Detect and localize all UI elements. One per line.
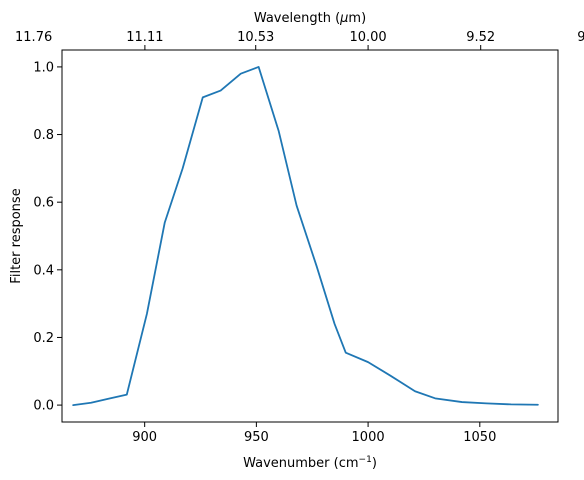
plot-area: 900 950 1000 1050 11.76 11.11 10.53 10.00 9.52 9… xyxy=(15,30,584,445)
x-tick-label: 950 xyxy=(244,430,269,445)
y-tick-label: 1.0 xyxy=(33,60,54,75)
y-tick-label: 0.4 xyxy=(33,263,54,278)
y-tick-label: 0.8 xyxy=(33,128,54,143)
y-axis-ticks: 0.0 0.2 0.4 0.6 0.8 1.0 xyxy=(33,60,62,414)
y-tick-label: 0.6 xyxy=(33,196,54,211)
x2-tick-label: 9.52 xyxy=(466,30,495,45)
series-layer xyxy=(72,66,539,406)
axes-frame xyxy=(61,49,559,423)
y-tick-label: 0.2 xyxy=(33,331,54,346)
secondary-x-axis-label: Wavelength (μm) xyxy=(254,11,366,26)
x-tick-label: 1000 xyxy=(352,430,385,445)
x2-tick-label: 10.53 xyxy=(237,30,274,45)
x2-tick-label: 11.11 xyxy=(126,30,163,45)
series-line-0 xyxy=(72,66,539,406)
y-tick-label: 0.0 xyxy=(33,399,54,414)
x2-tick-label: 9.09 xyxy=(577,30,584,45)
x-axis-label: Wavenumber (cm−1) xyxy=(243,455,377,471)
x2-tick-label: 11.76 xyxy=(15,30,52,45)
x2-tick-label: 10.00 xyxy=(349,30,386,45)
x-tick-label: 900 xyxy=(132,430,157,445)
x-axis-ticks: 900 950 1000 1050 xyxy=(132,422,496,445)
secondary-x-axis-ticks: 11.76 11.11 10.53 10.00 9.52 9.09 xyxy=(15,30,584,50)
x-tick-label: 1050 xyxy=(463,430,496,445)
y-axis-label: Filter response xyxy=(9,188,24,283)
